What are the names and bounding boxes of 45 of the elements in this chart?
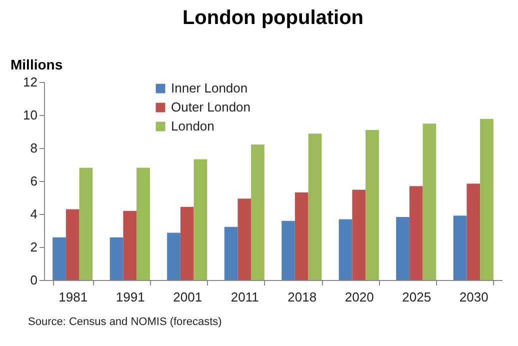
bar xyxy=(110,237,124,280)
legend-label: Inner London xyxy=(171,80,248,96)
bar xyxy=(238,198,252,280)
source-note: Source: Census and NOMIS (forecasts) xyxy=(28,316,222,328)
x-tick-label: 2025 xyxy=(402,290,432,304)
x-tick-label: 2018 xyxy=(288,290,317,304)
x-tick-label: 2001 xyxy=(173,290,202,304)
y-tick-label: 2 xyxy=(30,240,38,254)
x-tick-label: 1991 xyxy=(116,290,145,304)
chart-title: London population xyxy=(182,7,364,29)
bar xyxy=(294,192,308,280)
bar xyxy=(282,220,295,280)
bar xyxy=(453,216,467,280)
y-tick-label: 0 xyxy=(30,272,38,288)
bar xyxy=(194,159,208,280)
bar xyxy=(466,184,480,280)
x-tick-label: 2030 xyxy=(459,290,488,304)
bar xyxy=(308,134,322,280)
y-tick-label: 12 xyxy=(23,74,38,90)
bar xyxy=(352,190,366,280)
bar xyxy=(224,226,238,280)
bar xyxy=(66,209,80,280)
bar xyxy=(180,206,194,280)
bar xyxy=(79,168,93,280)
bar xyxy=(338,219,352,280)
bar xyxy=(123,210,137,280)
y-tick-label: 8 xyxy=(30,140,38,156)
bar xyxy=(136,168,150,280)
x-tick-label: 2011 xyxy=(230,290,259,304)
y-tick-label: 10 xyxy=(23,108,38,122)
x-tick-label: 1981 xyxy=(58,290,88,304)
x-tick-label: 2020 xyxy=(344,290,374,304)
y-tick-label: 6 xyxy=(30,174,38,188)
y-axis-title: Millions xyxy=(10,56,63,72)
bar xyxy=(422,124,436,280)
y-tick-label: 4 xyxy=(30,206,38,222)
bar xyxy=(366,130,379,280)
bar xyxy=(251,144,264,280)
bar xyxy=(480,118,494,280)
bar xyxy=(409,186,423,280)
bar xyxy=(167,232,180,280)
bar xyxy=(396,216,410,280)
bar xyxy=(52,237,66,280)
legend-label: Outer London xyxy=(171,100,251,114)
legend-label: London xyxy=(171,118,214,134)
